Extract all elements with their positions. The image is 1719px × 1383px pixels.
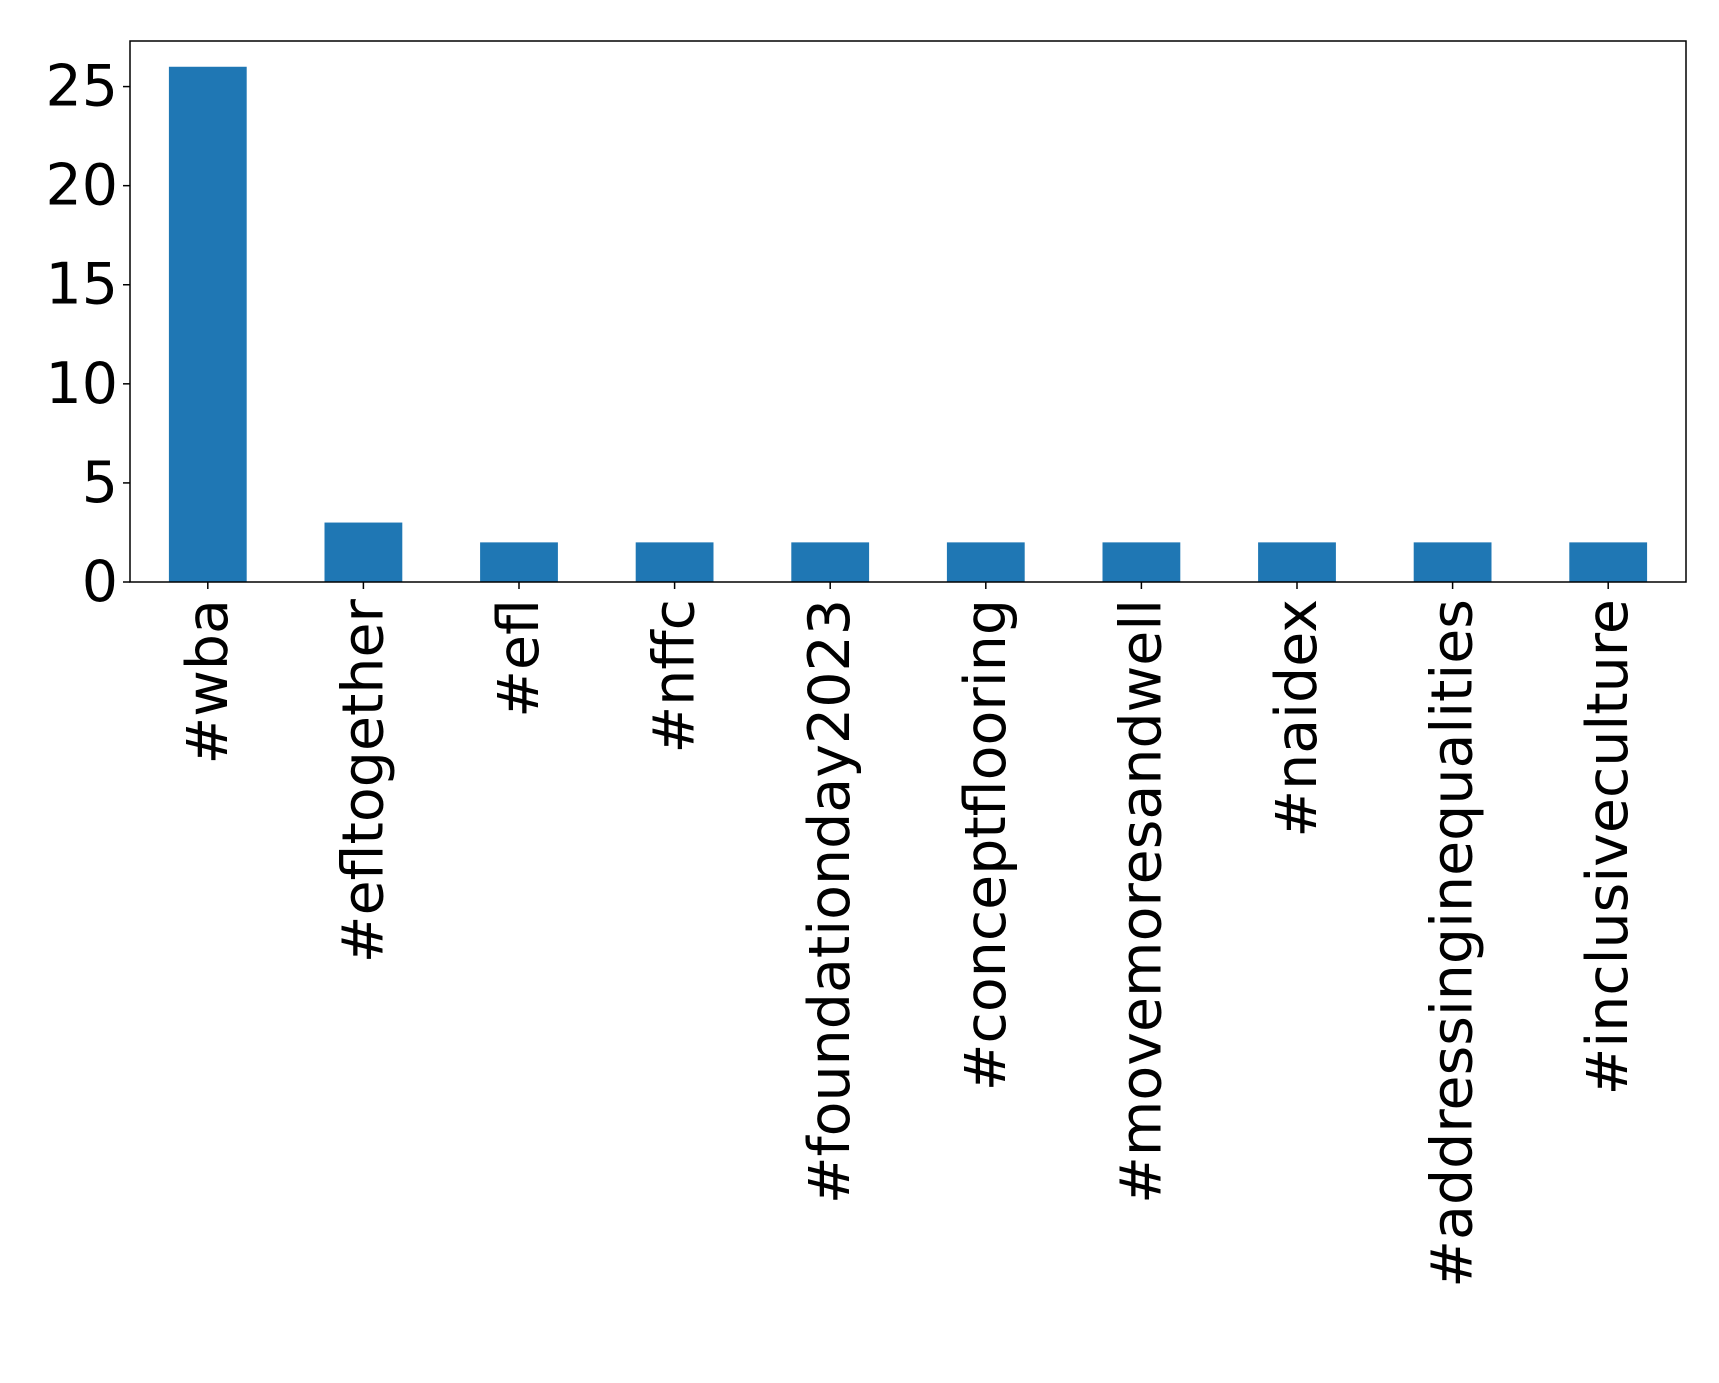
- y-tick-label: 10: [45, 351, 118, 417]
- x-axis: #wba #efltogether #efl #nffc #foundationday2…: [175, 582, 1641, 1288]
- y-axis: 0 5 10 15 20 25: [45, 54, 130, 615]
- x-tick-label: #naidex: [1264, 599, 1330, 838]
- x-tick-label: #efl: [486, 599, 552, 718]
- y-tick-label: 15: [45, 252, 118, 318]
- bar: [791, 542, 870, 582]
- x-tick-label: #conceptflooring: [953, 599, 1019, 1091]
- bar: [324, 522, 403, 582]
- bars-group: [168, 66, 1648, 582]
- x-tick-label: #nffc: [642, 599, 708, 754]
- bar: [168, 66, 247, 582]
- y-tick-label: 20: [45, 153, 118, 219]
- x-tick-label: #addressinginequalities: [1420, 599, 1486, 1288]
- plot-frame: [129, 40, 1687, 583]
- bar: [635, 542, 714, 582]
- y-tick-label: 25: [45, 54, 118, 120]
- bar: [946, 542, 1025, 582]
- x-tick-label: #efltogether: [330, 598, 396, 963]
- x-tick-label: #inclusiveculture: [1575, 599, 1641, 1095]
- bar: [480, 542, 558, 582]
- bar: [1413, 542, 1492, 582]
- bar: [1569, 542, 1648, 582]
- bar: [1102, 542, 1181, 582]
- y-tick-label: 5: [82, 450, 118, 516]
- bar: [1258, 542, 1336, 582]
- x-tick-label: #movemoresandwell: [1108, 599, 1174, 1204]
- x-tick-label: #foundationday2023: [797, 599, 863, 1204]
- y-tick-label: 0: [82, 549, 118, 615]
- x-tick-label: #wba: [175, 599, 241, 765]
